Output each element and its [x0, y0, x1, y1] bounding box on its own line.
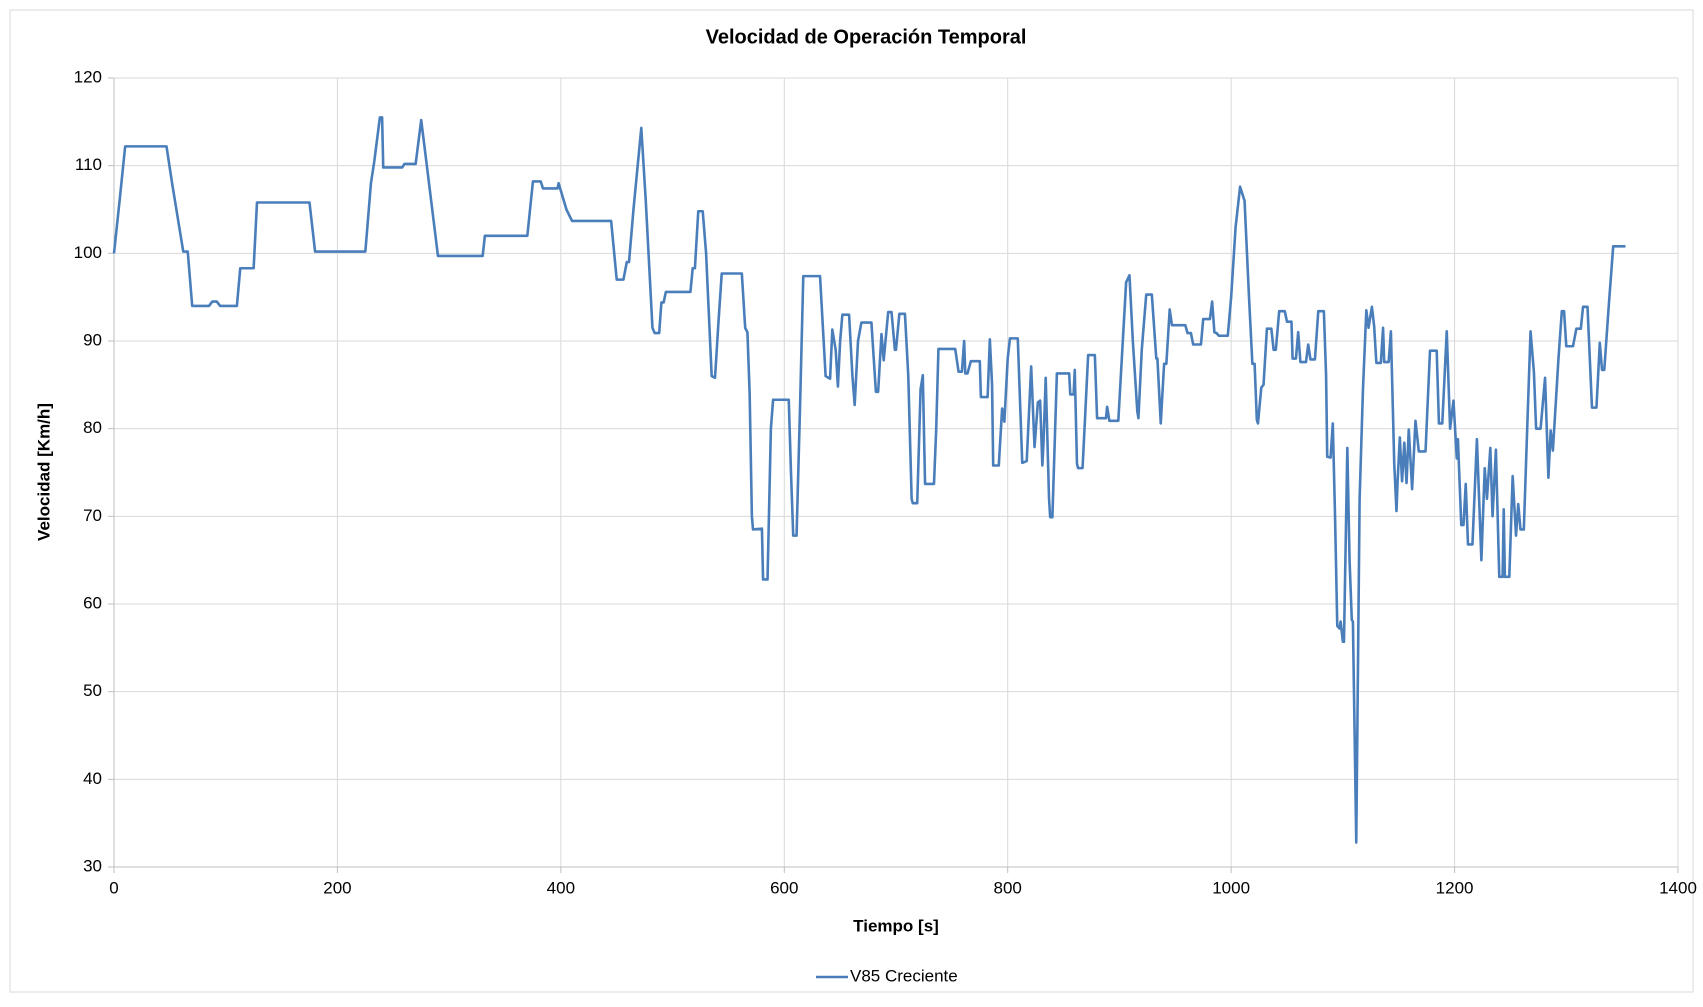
y-tick-label: 100	[74, 243, 102, 262]
x-tick-label: 1200	[1436, 878, 1474, 897]
y-tick-label: 40	[83, 769, 102, 788]
x-tick-label: 800	[994, 878, 1022, 897]
chart-border	[9, 9, 1694, 993]
chart-title: Velocidad de Operación Temporal	[706, 26, 1027, 48]
y-tick-label: 70	[83, 506, 102, 525]
x-tick-label: 200	[323, 878, 351, 897]
legend-label: V85 Creciente	[850, 966, 958, 985]
x-tick-label: 0	[109, 878, 118, 897]
x-tick-label: 600	[770, 878, 798, 897]
x-tick-label: 1000	[1212, 878, 1250, 897]
y-axis-title: Velocidad [Km/h]	[34, 403, 53, 541]
y-tick-label: 30	[83, 856, 102, 875]
y-tick-label: 80	[83, 418, 102, 437]
y-tick-label: 120	[74, 67, 102, 86]
x-axis-title: Tiempo [s]	[853, 916, 939, 935]
data-line	[112, 116, 1626, 844]
y-tick-label: 90	[83, 330, 102, 349]
x-tick-label: 400	[547, 878, 575, 897]
y-tick-label: 50	[83, 681, 102, 700]
y-tick-label: 110	[75, 155, 102, 174]
x-tick-label: 1400	[1659, 878, 1697, 897]
y-tick-label: 60	[83, 593, 102, 612]
